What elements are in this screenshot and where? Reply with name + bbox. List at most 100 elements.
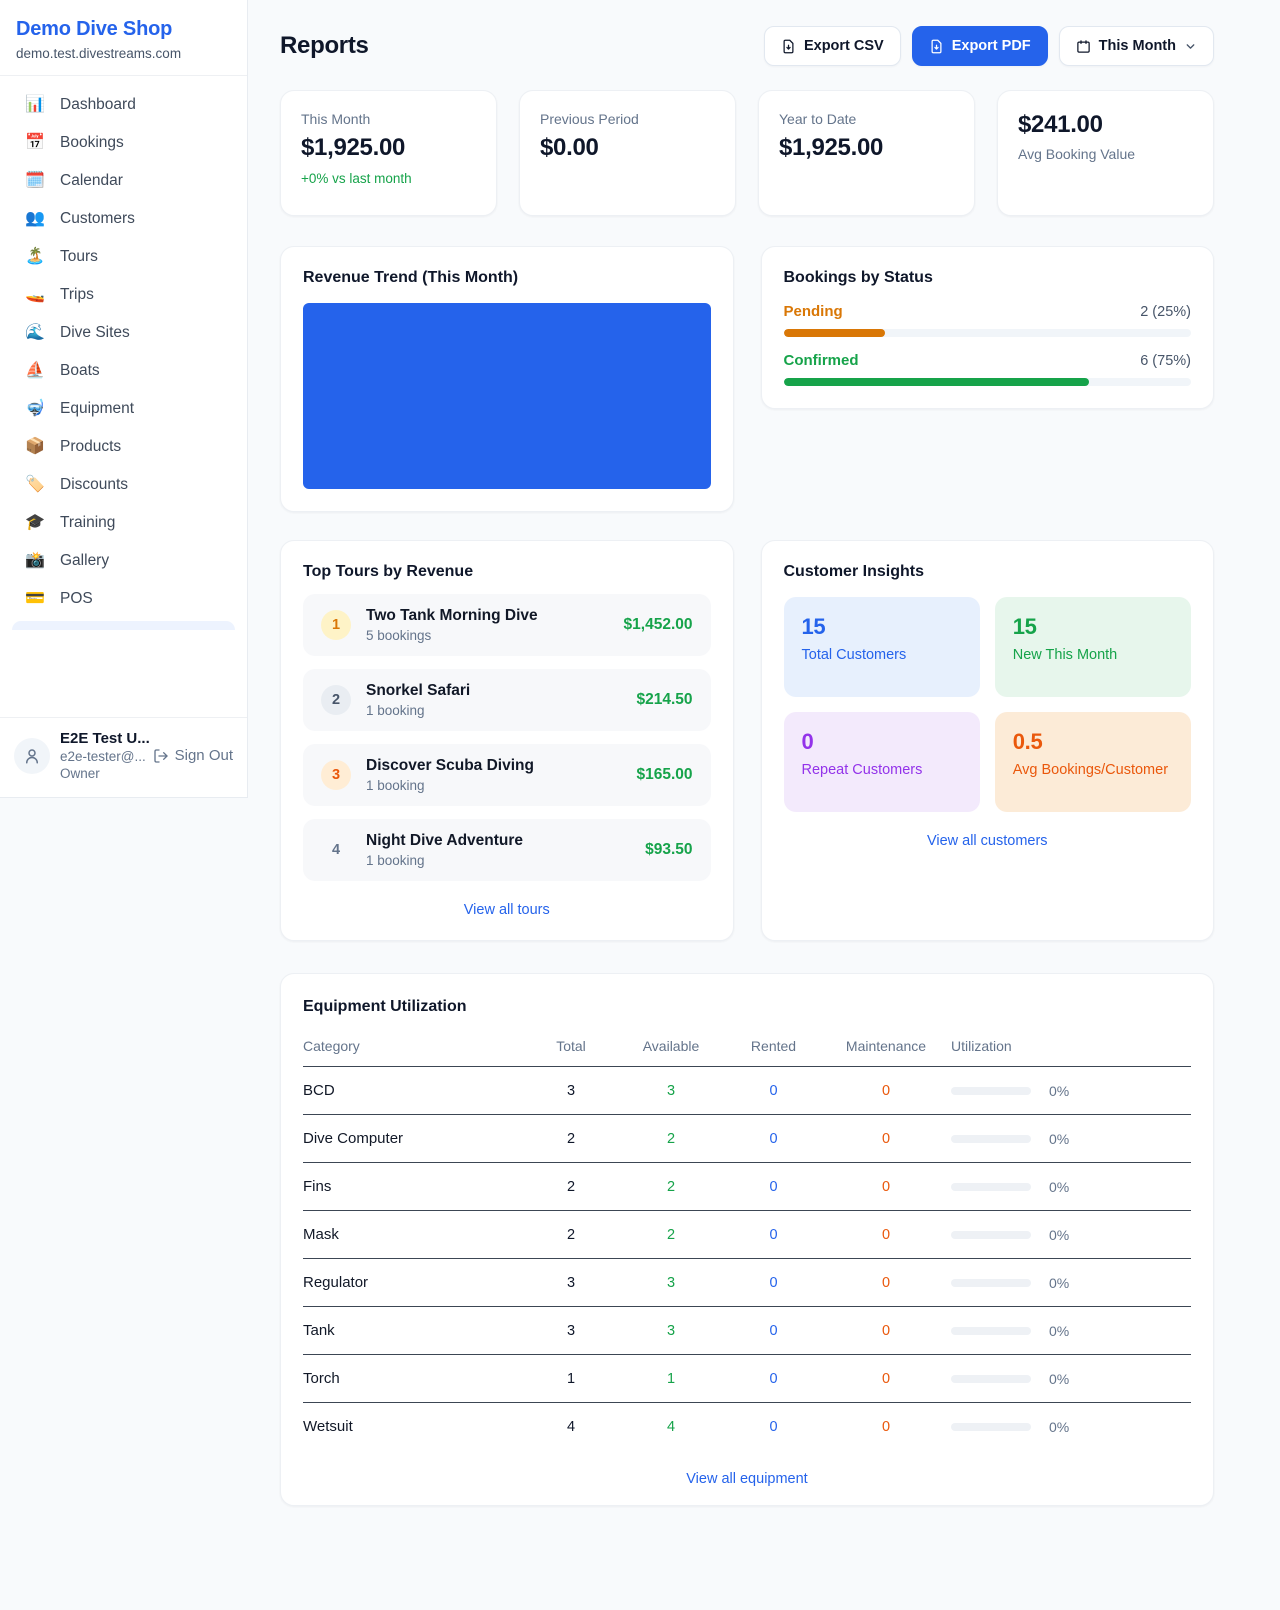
sidebar-item-label: Customers (60, 210, 135, 227)
stat-label: This Month (301, 111, 371, 127)
rented-cell: 0 (769, 1322, 778, 1339)
stat-value: $1,925.00 (301, 134, 406, 161)
status-row-pending: Pending 2 (25%) (783, 303, 1191, 337)
table-row: Mask 2 2 0 0 0% (303, 1211, 1191, 1259)
view-all-customers-link[interactable]: View all customers (926, 833, 1048, 849)
export-pdf-label: Export PDF (951, 38, 1031, 54)
sign-out-button[interactable]: Sign Out (153, 747, 233, 764)
utilization-track (951, 1326, 1031, 1335)
stat-card-this-month: This Month $1,925.00 +0% vs last month (280, 90, 497, 216)
sidebar-item-bookings[interactable]: 📅 Bookings (12, 124, 235, 162)
equipment-category: Wetsuit (303, 1418, 353, 1435)
charts-row: Revenue Trend (This Month) Bookings by S… (280, 246, 1214, 512)
rented-cell: 0 (769, 1082, 778, 1099)
sidebar-nav: 📊 Dashboard 📅 Bookings 🗓️ Calendar 👥 Cus… (0, 76, 247, 717)
sidebar-item-label: Dashboard (60, 96, 136, 113)
equipment-category: Torch (303, 1370, 340, 1387)
total-cell: 2 (566, 1130, 576, 1147)
camera-icon: 📸 (25, 552, 45, 569)
brand-block: Demo Dive Shop demo.test.divestreams.com (0, 0, 247, 76)
tour-name: Snorkel Safari (366, 682, 471, 699)
file-download-icon (783, 39, 794, 53)
stat-label: Year to Date (779, 111, 857, 127)
rented-cell: 0 (769, 1130, 778, 1147)
sidebar-item-gallery[interactable]: 📸 Gallery (12, 542, 235, 580)
total-cell: 4 (566, 1418, 576, 1435)
equipment-category: BCD (303, 1082, 335, 1099)
view-all-equipment-link[interactable]: View all equipment (686, 1471, 808, 1487)
status-value: 6 (75%) (1140, 353, 1191, 369)
sidebar-item-dashboard[interactable]: 📊 Dashboard (12, 86, 235, 124)
chevron-down-icon (1186, 43, 1195, 49)
rented-cell: 0 (769, 1178, 778, 1195)
sidebar-item-pos[interactable]: 💳 POS (12, 580, 235, 618)
insight-total-customers: 15 Total Customers (783, 597, 980, 697)
tag-icon: 🏷️ (25, 476, 45, 493)
equipment-category: Regulator (303, 1274, 369, 1291)
stat-value: $0.00 (540, 134, 599, 161)
sidebar-item-trips[interactable]: 🚤 Trips (12, 276, 235, 314)
utilization-cell: 0% (951, 1131, 1191, 1147)
sidebar-item-equipment[interactable]: 🤿 Equipment (12, 390, 235, 428)
confirmed-progress-bar (783, 378, 1090, 386)
top-tours-card: Top Tours by Revenue 1 Two Tank Morning … (280, 540, 734, 941)
table-row: BCD 3 3 0 0 0% (303, 1067, 1191, 1115)
person-icon (26, 748, 38, 763)
utilization-value: 0% (1049, 1082, 1070, 1099)
export-csv-button[interactable]: Export CSV (763, 26, 901, 66)
equipment-category: Tank (303, 1322, 335, 1339)
customer-insights-title: Customer Insights (783, 563, 924, 580)
stat-card-year-to-date: Year to Date $1,925.00 (758, 90, 975, 216)
user-info: E2E Test U... e2e-tester@... Owner (60, 730, 150, 781)
available-cell: 1 (666, 1370, 676, 1387)
table-row: Torch 1 1 0 0 0% (303, 1355, 1191, 1403)
tour-revenue: $214.50 (636, 691, 693, 708)
status-label: Pending (783, 303, 843, 320)
export-pdf-button[interactable]: Export PDF (911, 26, 1048, 66)
insight-value: 15 (1012, 614, 1037, 639)
insight-value: 15 (801, 614, 826, 639)
utilization-track (951, 1134, 1031, 1143)
sidebar-item-calendar[interactable]: 🗓️ Calendar (12, 162, 235, 200)
period-select[interactable]: This Month (1058, 26, 1214, 66)
sidebar-item-training[interactable]: 🎓 Training (12, 504, 235, 542)
tour-bookings: 1 booking (366, 703, 425, 718)
sidebar-item-reports-active-partial[interactable] (12, 621, 235, 630)
revenue-trend-card: Revenue Trend (This Month) (280, 246, 734, 512)
view-all-tours-link[interactable]: View all tours (463, 902, 550, 918)
equipment-category: Mask (303, 1226, 339, 1243)
available-cell: 4 (666, 1418, 676, 1435)
rented-cell: 0 (769, 1226, 778, 1243)
export-csv-label: Export CSV (803, 38, 884, 54)
insight-value: 0 (801, 729, 814, 754)
utilization-track (951, 1374, 1031, 1383)
sidebar-item-products[interactable]: 📦 Products (12, 428, 235, 466)
tour-name: Discover Scuba Diving (366, 757, 534, 774)
utilization-track (951, 1182, 1031, 1191)
sidebar-item-dive-sites[interactable]: 🌊 Dive Sites (12, 314, 235, 352)
user-email: e2e-tester@... (60, 749, 146, 764)
sidebar-item-discounts[interactable]: 🏷️ Discounts (12, 466, 235, 504)
rented-cell: 0 (769, 1274, 778, 1291)
total-cell: 3 (566, 1274, 576, 1291)
rented-cell: 0 (769, 1418, 778, 1435)
calendar-icon (1076, 39, 1090, 53)
tour-name: Night Dive Adventure (366, 832, 524, 849)
table-row: Dive Computer 2 2 0 0 0% (303, 1115, 1191, 1163)
available-cell: 3 (666, 1082, 676, 1099)
insight-label: Avg Bookings/Customer (1012, 762, 1169, 778)
stat-label: Avg Booking Value (1018, 146, 1136, 162)
sidebar-item-customers[interactable]: 👥 Customers (12, 200, 235, 238)
sidebar-item-boats[interactable]: ⛵ Boats (12, 352, 235, 390)
sidebar-item-label: Training (60, 514, 116, 531)
customer-insights-card: Customer Insights 15 Total Customers 15 … (760, 540, 1214, 941)
wave-icon: 🌊 (25, 324, 45, 341)
sidebar-item-label: Dive Sites (60, 324, 130, 341)
sidebar-item-label: Discounts (60, 476, 129, 493)
sidebar-item-tours[interactable]: 🏝️ Tours (12, 238, 235, 276)
main-content: Reports Export CSV Export PDF (248, 0, 1280, 1556)
bookings-calendar-icon: 📅 (25, 134, 45, 151)
maintenance-cell: 0 (881, 1418, 891, 1435)
user-role: Owner (60, 766, 100, 781)
sidebar: Demo Dive Shop demo.test.divestreams.com… (0, 0, 248, 798)
